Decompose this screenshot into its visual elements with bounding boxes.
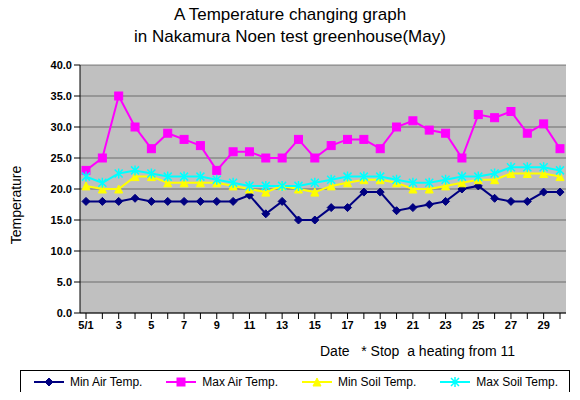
html-text:Min Air Temp.: Min Air Temp. (69, 375, 143, 389)
svg-text:5/1: 5/1 (78, 319, 93, 331)
svg-text:25: 25 (472, 319, 484, 331)
html-text:in Nakamura Noen test greenhou: in Nakamura Noen test greenhouse(May) (134, 27, 446, 46)
svg-text:17: 17 (341, 319, 353, 331)
html-text:* Stop a heating from 11: * Stop a heating from 11 (361, 343, 516, 359)
svg-text:9: 9 (214, 319, 220, 331)
svg-text:20.0: 20.0 (51, 183, 72, 195)
svg-text:7: 7 (181, 319, 187, 331)
svg-text:13: 13 (276, 319, 288, 331)
svg-text:30.0: 30.0 (51, 121, 72, 133)
svg-text:29: 29 (538, 319, 550, 331)
svg-text:19: 19 (374, 319, 386, 331)
svg-text:11: 11 (244, 319, 256, 331)
html-text:Date: Date (320, 343, 350, 359)
svg-text:40.0: 40.0 (51, 59, 72, 71)
svg-text:15.0: 15.0 (51, 214, 72, 226)
svg-text:10.0: 10.0 (51, 245, 72, 257)
html-text:A Temperature changing graph: A Temperature changing graph (173, 5, 407, 24)
html-text:Max Soil Temp.: Max Soil Temp. (476, 375, 558, 389)
svg-text:5.0: 5.0 (57, 276, 72, 288)
svg-text:27: 27 (505, 319, 517, 331)
svg-text:15: 15 (309, 319, 321, 331)
svg-text:3: 3 (116, 319, 122, 331)
svg-text:25.0: 25.0 (51, 152, 72, 164)
html-text:Min Soil Temp.: Min Soil Temp. (337, 375, 417, 389)
html-text:Temperature: Temperature (8, 165, 24, 245)
svg-text:35.0: 35.0 (51, 90, 72, 102)
svg-text:5: 5 (148, 319, 154, 331)
svg-text:23: 23 (439, 319, 451, 331)
svg-text:21: 21 (407, 319, 419, 331)
svg-text:0.0: 0.0 (57, 307, 72, 319)
html-text:Max Air Temp.: Max Air Temp. (202, 375, 278, 389)
